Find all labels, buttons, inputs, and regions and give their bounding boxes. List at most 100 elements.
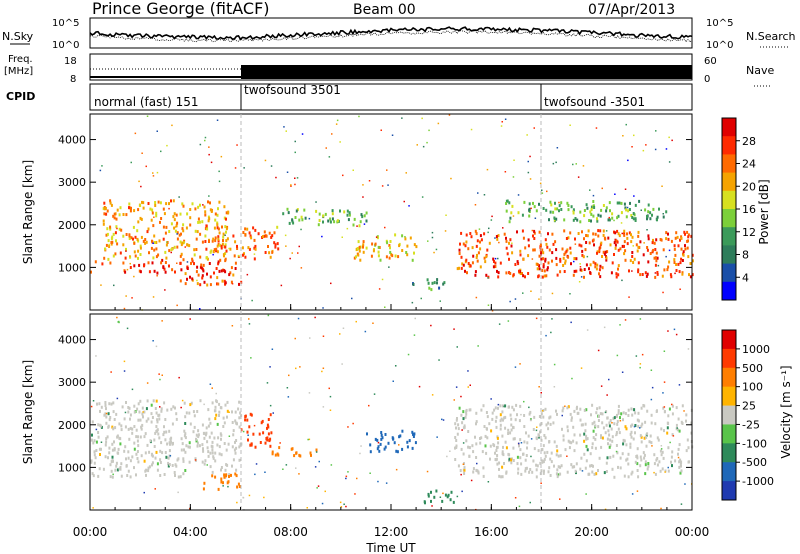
power-cell [102,222,105,226]
power-cell [173,245,176,249]
velocity-cell [406,445,409,449]
power-cell [607,218,610,222]
velocity-cell [495,415,498,419]
x-tick-label: 04:00 [173,525,208,539]
velocity-cell [185,444,188,448]
velocity-cell [220,406,223,410]
power-cell [682,253,685,257]
colorbar-swatch [722,172,736,192]
velocity-cell [110,469,113,473]
power-cell [572,218,575,222]
power-noise-cell [662,291,664,294]
power-cell [181,227,184,231]
velocity-cell [401,429,404,433]
velocity-cell [627,408,630,412]
velocity-cell [184,436,187,440]
power-cell [199,232,202,236]
velocity-cell [541,459,544,463]
power-cell [628,208,631,211]
power-noise-cell [264,159,267,162]
velocity-cell [640,440,643,444]
power-noise-cell [384,226,386,229]
velocity-cell [489,444,492,448]
velocity-cell [129,426,132,430]
velocity-noise-cell [287,396,290,398]
velocity-cell [93,439,96,443]
velocity-cell [131,431,134,435]
power-noise-cell [444,230,447,232]
velocity-cell [209,421,212,425]
velocity-cell [545,423,548,427]
velocity-cell [202,447,204,451]
velocity-cell [220,453,223,457]
velocity-cell [606,437,609,441]
power-cell [389,250,392,254]
velocity-cell [235,446,238,450]
velocity-cell [600,435,602,439]
power-cell [623,244,625,248]
power-cell [583,268,586,271]
velocity-cell [524,467,527,471]
velocity-cell [585,434,588,438]
velocity-cell [671,412,674,416]
power-cell [496,269,498,273]
power-noise-cell [164,289,166,291]
power-noise-cell [202,204,204,206]
power-noise-cell [356,225,358,227]
power-cell [512,273,515,277]
power-noise-cell [522,292,524,294]
power-cell [412,283,415,286]
velocity-cell [463,424,466,428]
power-cell [379,258,382,262]
power-noise-cell [224,234,226,236]
velocity-cell [556,475,559,479]
velocity-cell [183,448,185,452]
power-cell [631,255,634,258]
velocity-noise-cell [461,490,463,493]
power-cell [602,204,605,207]
velocity-cell [211,440,214,444]
velocity-noise-cell [650,369,653,371]
power-cell [564,259,567,263]
velocity-cell [109,416,112,419]
y-tick-label: 3000 [58,176,86,189]
power-cell [669,273,672,277]
power-cell [244,227,247,231]
power-noise-cell [152,242,154,244]
power-cell [151,261,154,265]
colorbar-swatch [722,386,736,407]
power-noise-cell [275,176,277,179]
velocity-cell [196,444,199,448]
power-cell [508,241,510,245]
power-cell [303,208,306,212]
velocity-cell [645,435,648,439]
velocity-noise-cell [112,473,114,476]
velocity-cell [499,404,502,408]
power-cell [189,275,191,279]
velocity-cell [187,445,190,449]
power-cell [129,255,132,259]
velocity-cell [139,418,142,422]
velocity-cell [512,408,515,412]
velocity-cell [137,444,140,448]
power-cell [217,260,220,264]
velocity-cell [644,472,647,476]
power-cell [544,259,547,263]
velocity-cell [116,468,119,472]
velocity-cell [175,417,178,421]
power-noise-cell [475,296,478,299]
power-cell [546,266,549,270]
velocity-cell [118,467,121,471]
power-cell [200,266,203,270]
velocity-cell [524,469,527,473]
power-cell [465,258,468,262]
power-cell [586,234,589,238]
power-cell [172,215,175,219]
power-cell [567,208,570,212]
power-cell [199,255,202,259]
power-cell [374,242,377,246]
power-cell [565,249,568,253]
power-cell [218,200,221,204]
velocity-cell [97,423,100,427]
